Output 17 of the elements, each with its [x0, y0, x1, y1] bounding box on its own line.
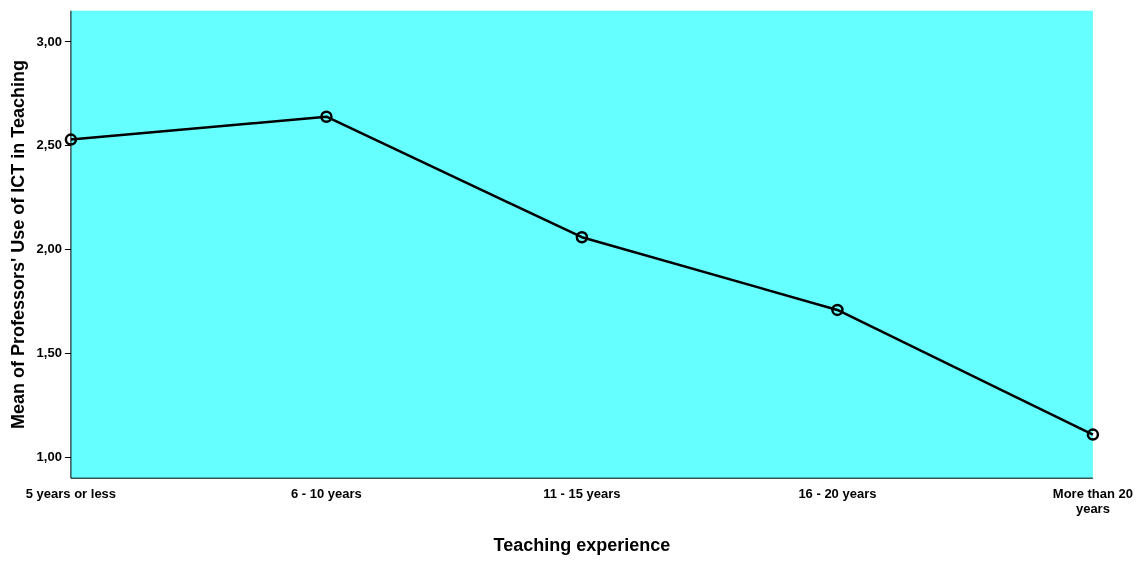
point — [575, 230, 589, 244]
y-tick-label: 2,00 — [36, 241, 62, 257]
x-tick-label: 16 - 20 years — [798, 485, 877, 501]
x-axis-title: Teaching experience — [493, 535, 671, 556]
y-tick-label: 1,00 — [36, 449, 62, 464]
y-tick-label: 3,00 — [36, 33, 62, 49]
y-tick-label: 2,50 — [36, 137, 62, 153]
y-axis-title: Mean of Professors' Use of ICT in Teaching — [7, 59, 28, 430]
point — [64, 133, 78, 146]
point — [1086, 428, 1100, 441]
x-tick-label: 11 - 15 years — [543, 485, 621, 501]
x-tick-label: More than 20 years — [1052, 485, 1133, 517]
point — [831, 303, 844, 317]
x-tick-label: 6 - 10 years — [290, 485, 362, 501]
y-tick-label: 1,50 — [36, 345, 62, 361]
x-tick-label: 5 years or less — [25, 485, 117, 501]
point — [320, 110, 333, 123]
